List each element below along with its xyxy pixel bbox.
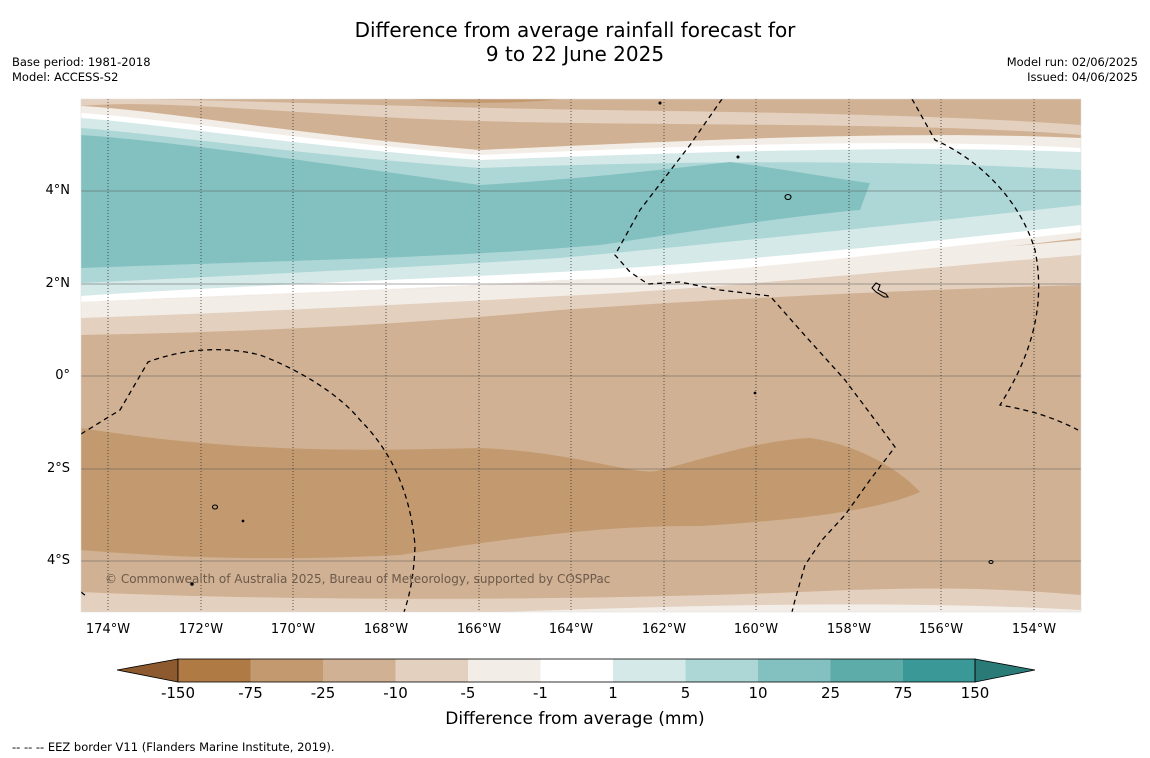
colorbar-segment-9: [758, 659, 831, 682]
eez-borders: [81, 99, 1079, 612]
colorbar-label-neg1: -1: [533, 684, 548, 702]
lat-label-2n: 2°N: [45, 276, 71, 291]
zone-wet-strong: [81, 135, 870, 268]
islands: [190, 101, 994, 586]
eez-border-kiribati-east: [614, 99, 896, 612]
lon-label-162w: 162°W: [641, 622, 687, 637]
colorbar-low-arrow: [116, 658, 179, 683]
colorbar-label-1: 1: [608, 684, 618, 702]
island-dot-4: [241, 519, 245, 523]
zone-north-dry: [140, 99, 1081, 125]
lon-label-174w: 174°W: [85, 622, 131, 637]
lat-label-4s: 4°S: [46, 553, 70, 568]
colorbar-label-25: 25: [820, 684, 841, 702]
colorbar-segment-2: [250, 659, 323, 682]
base-period: Base period: 1981-2018: [12, 55, 151, 69]
latitude-gridlines: [81, 190, 1081, 562]
colorbar-segment-6: [540, 659, 613, 682]
lon-label-154w: 154°W: [1011, 622, 1057, 637]
meta-right: Model run: 02/06/2025 Issued: 04/06/2025: [1007, 55, 1138, 85]
island-jarvis-area: [784, 193, 792, 201]
meta-left: Base period: 1981-2018 Model: ACCESS-S2: [12, 55, 151, 85]
colorbar: [116, 658, 1036, 683]
eez-border-southwest: [81, 591, 87, 597]
lon-label-166w: 166°W: [456, 622, 502, 637]
map-title: Difference from average rainfall forecas…: [0, 18, 1150, 66]
island-south-1: [211, 504, 219, 510]
colorbar-high-arrow: [974, 658, 1036, 683]
lon-label-172w: 172°W: [178, 622, 224, 637]
island-dot-5: [190, 582, 194, 586]
map-frame: [80, 98, 1082, 613]
model-name: Model: ACCESS-S2: [12, 70, 119, 84]
lat-label-4n: 4°N: [45, 183, 71, 198]
title-line-1: Difference from average rainfall forecas…: [354, 18, 796, 42]
lon-label-158w: 158°W: [826, 622, 872, 637]
colorbar-segment-5: [468, 659, 541, 682]
zone-bottom-faint: [500, 604, 1081, 612]
copyright-notice: © Commonwealth of Australia 2025, Bureau…: [105, 572, 611, 586]
lat-label-0: 0°: [55, 368, 70, 383]
lat-label-2s: 2°S: [46, 461, 70, 476]
colorbar-label-5: 5: [680, 684, 691, 702]
colorbar-label-150: 150: [960, 684, 990, 702]
colorbar-label-neg10: -10: [383, 684, 408, 702]
issued-date: Issued: 04/06/2025: [1027, 70, 1138, 84]
colorbar-label-neg75: -75: [238, 684, 263, 702]
lon-label-170w: 170°W: [270, 622, 316, 637]
colorbar-segment-7: [613, 659, 686, 682]
colorbar-segment-10: [830, 659, 903, 682]
lon-label-168w: 168°W: [363, 622, 409, 637]
eez-border-kiribati-west: [81, 349, 416, 612]
zone-north-dry-strong: [410, 99, 560, 103]
zone-south-faint: [81, 240, 1081, 318]
lon-label-156w: 156°W: [918, 622, 964, 637]
island-kiritimati: [871, 282, 890, 298]
colorbar-title: Difference from average (mm): [445, 709, 705, 729]
colorbar-segment-4: [395, 659, 468, 682]
title-line-2: 9 to 22 June 2025: [485, 42, 665, 66]
rainfall-anomaly-field: [81, 99, 1081, 612]
colorbar-label-neg25: -25: [310, 684, 336, 702]
eez-footnote: -- -- -- EEZ border V11 (Flanders Marine…: [12, 740, 335, 754]
lon-label-164w: 164°W: [548, 622, 594, 637]
colorbar-segment-8: [685, 659, 758, 682]
island-dot-3: [753, 391, 757, 395]
zone-south-dry-strong: [81, 428, 920, 559]
island-south-2: [988, 559, 994, 565]
colorbar-label-neg5: -5: [460, 684, 476, 702]
colorbar-label-75: 75: [893, 684, 913, 702]
grid: [81, 99, 1081, 612]
colorbar-outline: [177, 658, 976, 683]
colorbar-label-neg150: -150: [160, 684, 196, 702]
colorbar-segment-3: [323, 659, 396, 682]
eez-border-east: [911, 99, 1079, 431]
island-dot-2: [736, 155, 740, 159]
colorbar-segment-11: [903, 659, 976, 682]
colorbar-label-10: 10: [748, 684, 768, 702]
lon-label-160w: 160°W: [733, 622, 779, 637]
colorbar-segment-1: [178, 659, 251, 682]
island-dot-1: [658, 101, 662, 105]
model-run: Model run: 02/06/2025: [1006, 55, 1138, 69]
